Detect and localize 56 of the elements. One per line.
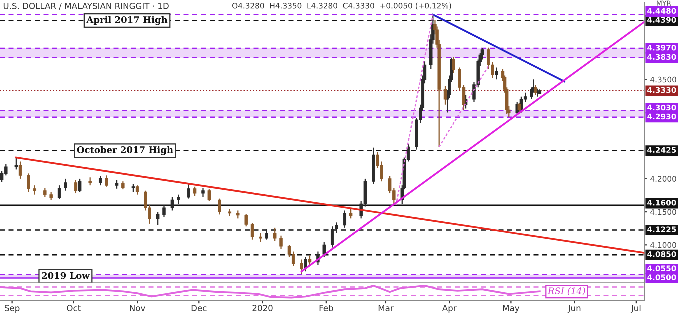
candlestick (495, 67, 498, 80)
x-tick-label: Sep (5, 305, 20, 314)
candlestick (322, 242, 326, 258)
candlestick (162, 204, 166, 218)
candlestick (78, 178, 82, 193)
x-tick-label: May (503, 305, 520, 314)
candlestick (105, 175, 108, 188)
candlestick (33, 185, 37, 196)
candlestick (156, 212, 160, 226)
candlestick (273, 227, 277, 242)
candlestick (58, 185, 62, 200)
candlestick (452, 56, 456, 74)
annotation: 2019 Low (42, 272, 90, 280)
x-tick-label: Nov (130, 305, 146, 312)
x-tick-label: Mar (378, 305, 394, 312)
candlestick (304, 256, 308, 272)
candlestick (14, 157, 18, 170)
candlestick (136, 185, 140, 196)
x-tick-label: Feb (320, 304, 334, 312)
candlestick (349, 208, 353, 220)
x-tick-label: Oct (67, 305, 81, 312)
candlestick (98, 176, 102, 186)
candlestick (27, 173, 30, 193)
candlestick (64, 178, 68, 192)
candlestick (74, 180, 78, 194)
candlestick (444, 86, 448, 106)
candlestick (208, 188, 212, 202)
candlestick (280, 235, 283, 250)
candlestick (518, 102, 522, 114)
x-tick-label: Jul (630, 304, 641, 313)
candlestick (187, 184, 190, 200)
candlestick (4, 164, 8, 176)
candlestick (176, 194, 180, 205)
x-tick-label: 2020 (252, 305, 273, 312)
x-tick-label: Dec (192, 305, 207, 312)
candlestick (18, 161, 22, 180)
candlestick (343, 210, 347, 228)
candlestick (170, 196, 174, 212)
candlestick (250, 222, 254, 240)
candlestick (259, 232, 262, 244)
candlestick (193, 186, 197, 197)
annotation: RSI (14) (548, 287, 586, 296)
candlestick (300, 259, 304, 275)
annotation: October 2017 High (77, 146, 174, 156)
candlestick (265, 228, 269, 240)
candlestick (244, 213, 248, 228)
x-tick-label: Apr (442, 305, 457, 314)
candlestick (330, 226, 334, 248)
candlestick (44, 188, 47, 198)
chart-title: U.S. DOLLAR / MALAYSIAN RINGGIT · 1D (4, 3, 169, 10)
annotation: April 2017 High (86, 16, 168, 26)
candlestick (0, 170, 4, 183)
candlestick (202, 188, 205, 198)
candlestick (308, 255, 312, 266)
x-tick-label: Jun (568, 305, 581, 313)
candlestick (218, 198, 222, 216)
